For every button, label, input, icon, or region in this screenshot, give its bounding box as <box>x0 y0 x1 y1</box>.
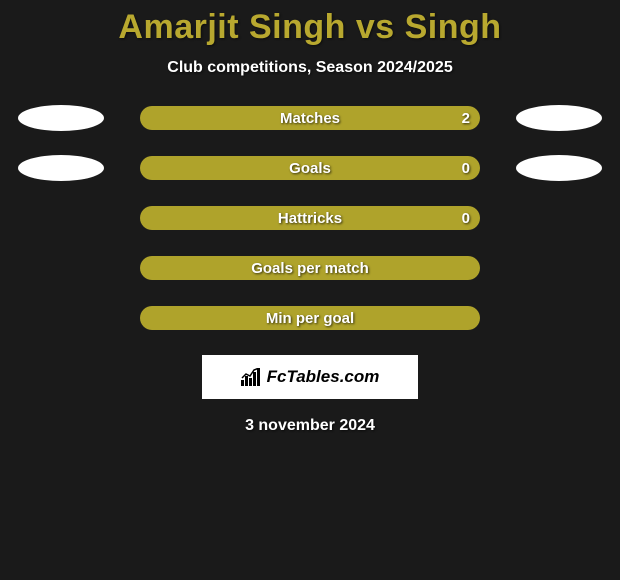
value-ellipse-right <box>516 105 602 131</box>
stat-label: Min per goal <box>266 310 354 327</box>
footer-date: 3 november 2024 <box>0 417 620 435</box>
stat-row: Hattricks 0 <box>0 205 620 231</box>
value-ellipse-left <box>18 155 104 181</box>
stat-label: Hattricks <box>278 210 342 227</box>
stat-label: Matches <box>280 110 340 127</box>
brand-logo-box: FcTables.com <box>202 355 418 399</box>
comparison-infographic: Amarjit Singh vs Singh Club competitions… <box>0 0 620 435</box>
subtitle: Club competitions, Season 2024/2025 <box>0 59 620 77</box>
stat-bar: Min per goal <box>140 306 480 330</box>
stat-bar: Goals 0 <box>140 156 480 180</box>
stat-row: Goals per match <box>0 255 620 281</box>
stat-value-right: 0 <box>462 160 470 177</box>
stat-bar: Goals per match <box>140 256 480 280</box>
stat-bar: Hattricks 0 <box>140 206 480 230</box>
stat-bar: Matches 2 <box>140 106 480 130</box>
page-title: Amarjit Singh vs Singh <box>0 8 620 47</box>
stat-row: Matches 2 <box>0 105 620 131</box>
stat-label: Goals per match <box>251 260 369 277</box>
value-ellipse-right <box>516 155 602 181</box>
brand-name: FcTables.com <box>267 367 380 387</box>
value-ellipse-left <box>18 105 104 131</box>
stat-label: Goals <box>289 160 331 177</box>
stat-row: Goals 0 <box>0 155 620 181</box>
chart-icon <box>241 368 263 386</box>
stat-value-right: 2 <box>462 110 470 127</box>
stat-row: Min per goal <box>0 305 620 331</box>
brand-logo-text: FcTables.com <box>241 367 380 387</box>
stat-value-right: 0 <box>462 210 470 227</box>
